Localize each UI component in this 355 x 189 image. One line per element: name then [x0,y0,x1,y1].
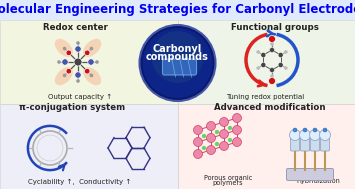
Text: Output capacity ↑: Output capacity ↑ [48,94,112,100]
Circle shape [303,128,307,132]
Circle shape [268,77,275,84]
Circle shape [140,25,215,101]
FancyBboxPatch shape [300,137,310,151]
Circle shape [76,41,80,45]
Circle shape [75,72,81,78]
Circle shape [219,142,229,150]
Circle shape [269,47,274,53]
Circle shape [207,133,215,143]
Circle shape [66,50,72,56]
Text: Functional groups: Functional groups [231,23,319,33]
Circle shape [270,74,274,78]
Circle shape [261,63,266,67]
Text: π-conjugation system: π-conjugation system [19,104,125,112]
Circle shape [270,42,274,46]
Circle shape [233,138,241,146]
Circle shape [310,129,321,140]
Circle shape [89,47,93,50]
Circle shape [88,59,94,65]
Text: Porous organic: Porous organic [204,175,252,181]
Ellipse shape [55,39,73,57]
FancyBboxPatch shape [290,137,300,151]
Circle shape [219,129,229,139]
Ellipse shape [83,67,101,85]
Text: Redox center: Redox center [43,23,108,33]
Circle shape [84,68,90,74]
Circle shape [63,74,66,77]
Circle shape [152,31,203,83]
Bar [178,104,355,189]
Circle shape [142,28,213,98]
Circle shape [320,129,331,140]
Bar [0,20,178,104]
FancyBboxPatch shape [286,169,333,180]
Circle shape [74,58,82,66]
Text: polymers: polymers [213,180,243,186]
Bar [0,104,178,189]
Circle shape [284,66,288,70]
Circle shape [75,46,81,52]
Circle shape [57,60,61,64]
Text: Hybridization: Hybridization [296,178,340,184]
Circle shape [207,122,215,130]
Circle shape [233,125,241,135]
Bar [178,20,355,104]
Circle shape [233,114,241,122]
Circle shape [278,63,283,67]
Circle shape [193,138,202,146]
Circle shape [300,129,311,140]
Circle shape [313,128,317,132]
Circle shape [256,50,260,54]
Circle shape [228,126,232,130]
Circle shape [261,53,266,57]
Text: Molecular Engineering Strategies for Carbonyl Electrodes: Molecular Engineering Strategies for Car… [0,4,355,16]
FancyBboxPatch shape [321,137,329,151]
Circle shape [323,128,327,132]
Circle shape [62,59,68,65]
Circle shape [63,47,66,50]
Circle shape [202,134,206,138]
Circle shape [66,68,72,74]
Ellipse shape [83,39,101,57]
FancyBboxPatch shape [163,59,197,75]
Text: Carbonyl: Carbonyl [153,44,202,54]
Ellipse shape [55,67,73,85]
Circle shape [84,50,90,56]
Circle shape [193,149,202,159]
FancyBboxPatch shape [311,137,320,151]
Text: compounds: compounds [146,52,209,62]
Circle shape [289,129,300,140]
Circle shape [268,36,275,43]
Circle shape [215,130,219,134]
Circle shape [219,118,229,126]
Circle shape [193,125,202,135]
Text: Advanced modification: Advanced modification [214,104,326,112]
Text: Cyclability ↑,  Conductivity ↑: Cyclability ↑, Conductivity ↑ [28,179,132,185]
Circle shape [215,142,219,146]
Circle shape [228,138,232,142]
Circle shape [202,146,206,150]
Circle shape [207,146,215,154]
Circle shape [293,128,297,132]
Circle shape [284,50,288,54]
Bar [0,0,355,20]
Circle shape [269,67,274,73]
Text: Tuning redox potential: Tuning redox potential [226,94,304,100]
Circle shape [256,66,260,70]
Circle shape [76,79,80,83]
Circle shape [95,60,99,64]
Circle shape [89,74,93,77]
Circle shape [278,53,283,57]
